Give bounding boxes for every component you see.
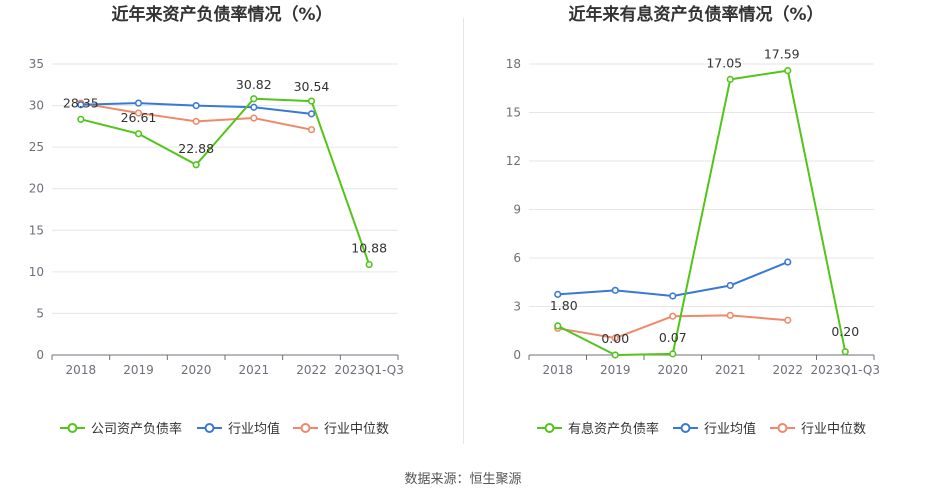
data-point	[611, 286, 619, 294]
data-point	[307, 97, 316, 105]
data-label: 10.88	[351, 241, 387, 256]
data-label: 26.61	[121, 110, 157, 125]
x-tick-label: 2021	[715, 363, 746, 377]
data-label: 0.20	[831, 324, 859, 339]
asset-liability-ratio-chart: 近年来资产负债率情况（%） 0 5 10 15 20 25 30 35 2018 2019 2020 2…	[29, 4, 404, 437]
data-label: 0.00	[601, 331, 629, 346]
data-label: 30.82	[236, 77, 272, 92]
x-tick-label: 2023Q1-Q3	[811, 363, 880, 377]
data-point	[192, 117, 200, 125]
x-tick-label: 2019	[600, 363, 631, 377]
data-point	[669, 350, 677, 358]
data-point	[784, 258, 792, 266]
series-line-1	[557, 261, 789, 297]
data-label: 17.05	[706, 55, 742, 70]
x-tick-label: 2020	[657, 363, 688, 377]
y-tick-label: 25	[29, 140, 44, 154]
y-tick-label: 0	[513, 348, 521, 362]
data-source-note: 数据来源：恒生聚源	[404, 472, 522, 487]
y-tick-label: 30	[29, 99, 44, 113]
data-label: 17.59	[764, 47, 800, 62]
y-tick-label: 15	[29, 223, 44, 237]
x-tick-label: 2023Q1-Q3	[334, 363, 403, 377]
data-point	[784, 67, 792, 75]
data-point	[134, 99, 143, 107]
data-label: 0.07	[659, 330, 687, 345]
data-point	[611, 351, 619, 359]
data-point	[134, 109, 143, 117]
y-tick-label: 10	[29, 265, 44, 279]
panel-divider	[463, 18, 464, 444]
chart-panel-right: 近年来有息资产负债率情况（%） 0 3 6 9 12 15 18 2018 2019 2020 202…	[464, 0, 926, 450]
data-point	[554, 322, 562, 330]
data-point	[307, 110, 316, 118]
legend-swatch-marker	[680, 423, 691, 433]
data-point	[611, 334, 619, 342]
y-tick-label: 0	[36, 348, 44, 362]
data-point	[669, 292, 677, 300]
chart-title: 近年来有息资产负债率情况（%）	[568, 4, 823, 25]
x-tick-label: 2022	[296, 363, 327, 377]
y-tick-label: 15	[506, 106, 521, 120]
legend-swatch-marker	[544, 423, 555, 433]
y-tick-label: 35	[29, 57, 44, 71]
y-tick-label: 12	[506, 154, 521, 168]
series-line-0	[557, 69, 847, 356]
y-tick-label: 20	[29, 182, 44, 196]
data-point	[307, 126, 316, 134]
data-point	[192, 101, 200, 110]
legend-swatch-marker	[777, 423, 788, 433]
legend-label: 有息资产负债率	[568, 421, 659, 437]
x-tick-label: 2018	[542, 363, 573, 377]
data-point	[134, 130, 143, 138]
data-point	[77, 101, 85, 109]
legend-swatch-marker	[67, 423, 78, 433]
legend-swatch-marker	[300, 423, 311, 433]
data-label: 22.88	[178, 141, 214, 156]
y-tick-label: 9	[513, 203, 521, 217]
x-tick-label: 2019	[123, 363, 154, 377]
legend-label: 行业中位数	[324, 422, 389, 437]
x-tick-label: 2021	[239, 363, 270, 377]
interest-bearing-liability-ratio-chart: 近年来有息资产负债率情况（%） 0 3 6 9 12 15 18 2018 2019 2020 202…	[506, 4, 880, 437]
data-point	[365, 260, 373, 269]
legend-label: 公司资产负债率	[91, 421, 182, 437]
legend-label: 行业中位数	[801, 422, 866, 437]
legend-swatch-marker	[204, 423, 215, 433]
data-point	[250, 103, 258, 111]
data-point	[726, 281, 734, 290]
data-point	[726, 311, 734, 319]
data-point	[250, 95, 258, 103]
chart-panel-left: 近年来资产负债率情况（%） 0 5 10 15 20 25 30 35 2018 2019 2020 2…	[0, 0, 462, 450]
y-tick-label: 3	[513, 300, 521, 314]
data-point	[77, 115, 85, 123]
legend-label: 行业均值	[228, 421, 280, 437]
y-tick-label: 5	[36, 306, 44, 320]
data-label: 28.35	[63, 95, 99, 110]
legend-label: 行业均值	[704, 421, 756, 437]
data-point	[192, 161, 200, 169]
data-point	[250, 114, 258, 122]
series-line-0	[80, 97, 371, 265]
data-label: 1.80	[550, 298, 578, 313]
data-point	[669, 312, 677, 320]
x-tick-label: 2022	[772, 363, 803, 377]
y-tick-label: 6	[513, 251, 521, 265]
chart-title: 近年来资产负债率情况（%）	[111, 4, 332, 25]
y-tick-label: 18	[506, 57, 521, 71]
data-point	[841, 348, 849, 356]
x-tick-label: 2020	[181, 363, 212, 377]
x-tick-label: 2018	[66, 363, 97, 377]
data-label: 30.54	[294, 79, 330, 94]
data-point	[726, 75, 734, 83]
data-point	[554, 290, 562, 298]
data-point	[784, 316, 792, 324]
